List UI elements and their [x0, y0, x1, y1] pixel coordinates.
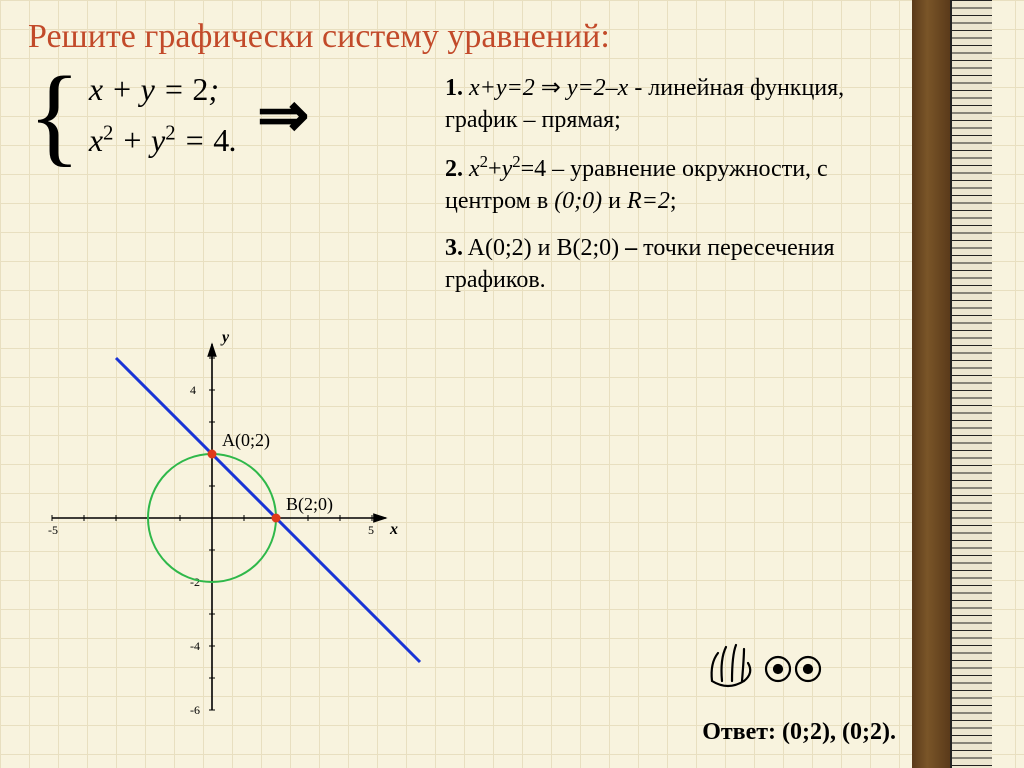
svg-text:-4: -4: [190, 639, 200, 653]
step-item: 3. A(0;2) и B(2;0) – точки пересечения г…: [445, 232, 894, 297]
wood-strip: [912, 0, 950, 768]
svg-text:5: 5: [368, 523, 374, 537]
brace-icon: {: [28, 71, 81, 159]
implies-arrow-icon: ⇒: [257, 78, 309, 152]
svg-text:B(2;0): B(2;0): [286, 494, 333, 515]
answer-text: Ответ: (0;2), (0;2).: [702, 719, 896, 746]
ruler-strip-icon: [950, 0, 992, 768]
svg-text:-2: -2: [190, 575, 200, 589]
step-item: 1. x+y=2 ⇒ y=2–x - линейная функция, гра…: [445, 72, 894, 137]
svg-text:y: y: [220, 329, 230, 346]
equation-1: x + y = 2;: [89, 64, 237, 115]
svg-text:4: 4: [190, 383, 196, 397]
svg-text:A(0;2): A(0;2): [222, 430, 270, 451]
graph: x y -5 5 4 -2 -4 -6 A(0;2) B(2;0): [42, 278, 432, 748]
system-equations: x + y = 2; x2 + y2 = 4.: [89, 64, 237, 166]
step-item: 2. x2+y2=4 – уравнение окружности, с цен…: [445, 151, 894, 218]
hand-eyes-doodle-icon: [704, 633, 824, 698]
svg-text:x: x: [389, 521, 398, 538]
slide-content: Решите графически систему уравнений: { x…: [0, 0, 1024, 768]
page-title: Решите графически систему уравнений:: [28, 18, 1024, 56]
svg-text:-6: -6: [190, 703, 200, 717]
equation-2: x2 + y2 = 4.: [89, 115, 237, 166]
solution-steps: 1. x+y=2 ⇒ y=2–x - линейная функция, гра…: [445, 72, 894, 310]
page-divider: [912, 0, 992, 768]
svg-text:-5: -5: [48, 523, 58, 537]
